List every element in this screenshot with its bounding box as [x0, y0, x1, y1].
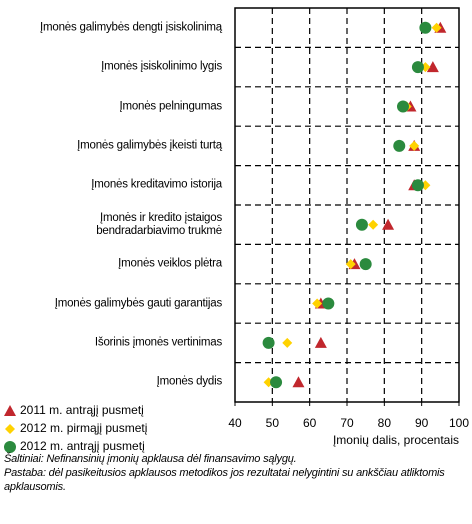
x-tick-label: 90	[415, 416, 429, 430]
category-label: Įmonės veiklos plėtra	[118, 257, 222, 270]
circle-marker	[411, 61, 424, 74]
category-label: Įmonės galimybės gauti garantijas	[54, 297, 222, 309]
diamond-marker	[282, 337, 293, 348]
x-tick-label: 70	[340, 416, 354, 430]
legend-label: 2012 m. antrąjį pusmetį	[20, 439, 145, 453]
circle-marker	[4, 441, 16, 453]
circle-marker	[262, 336, 275, 349]
circle-marker	[270, 376, 283, 389]
circle-marker	[359, 258, 372, 271]
diamond-marker	[368, 219, 379, 230]
circle-marker	[355, 218, 368, 231]
triangle-marker	[426, 61, 439, 73]
category-label: Įmonės įsiskolinimo lygis	[101, 60, 222, 73]
legend-label: 2011 m. antrąjį pusmetį	[20, 403, 144, 417]
circle-marker	[322, 297, 335, 310]
diamond-marker	[5, 424, 15, 434]
diamond-marker	[345, 259, 356, 270]
diamond-marker	[431, 22, 442, 33]
category-label: Įmonės pelningumas	[119, 100, 222, 112]
diamond-marker	[312, 298, 323, 309]
x-tick-label: 80	[378, 416, 392, 430]
remark-note: Pastaba: dėl pasikeitusios apklausos met…	[4, 467, 445, 493]
circle-marker	[411, 179, 424, 192]
triangle-marker	[382, 218, 395, 230]
category-label: Įmonės ir kredito įstaigos bendradarbiav…	[96, 211, 222, 237]
diamond-marker	[409, 140, 420, 151]
triangle-marker	[292, 376, 305, 388]
triangle-marker	[314, 336, 327, 348]
circle-marker	[397, 100, 409, 113]
triangle-marker	[4, 405, 16, 416]
legend-label: 2012 m. pirmąjį pusmetį	[20, 421, 148, 435]
x-tick-label: 40	[228, 416, 242, 430]
source-note: Šaltiniai: Nefinansinių įmonių apklausa …	[4, 453, 297, 465]
notes: Šaltiniai: Nefinansinių įmonių apklausa …	[4, 452, 468, 494]
category-label: Įmonės galimybės dengti įsiskolinimą	[40, 21, 222, 34]
category-label: Išorinis įmonės vertinimas	[94, 336, 222, 349]
category-label: Įmonės kreditavimo istorija	[91, 178, 222, 191]
category-label: Įmonės galimybės įkeisti turtą	[77, 139, 222, 152]
x-axis-label: Įmonių dalis, procentais	[333, 433, 459, 447]
x-tick-label: 50	[266, 416, 280, 430]
x-tick-label: 60	[303, 416, 317, 430]
circle-marker	[393, 139, 406, 152]
circle-marker	[419, 21, 432, 34]
category-label: Įmonės dydis	[156, 375, 223, 388]
plot-frame	[234, 7, 460, 403]
x-tick-label: 100	[449, 416, 469, 430]
